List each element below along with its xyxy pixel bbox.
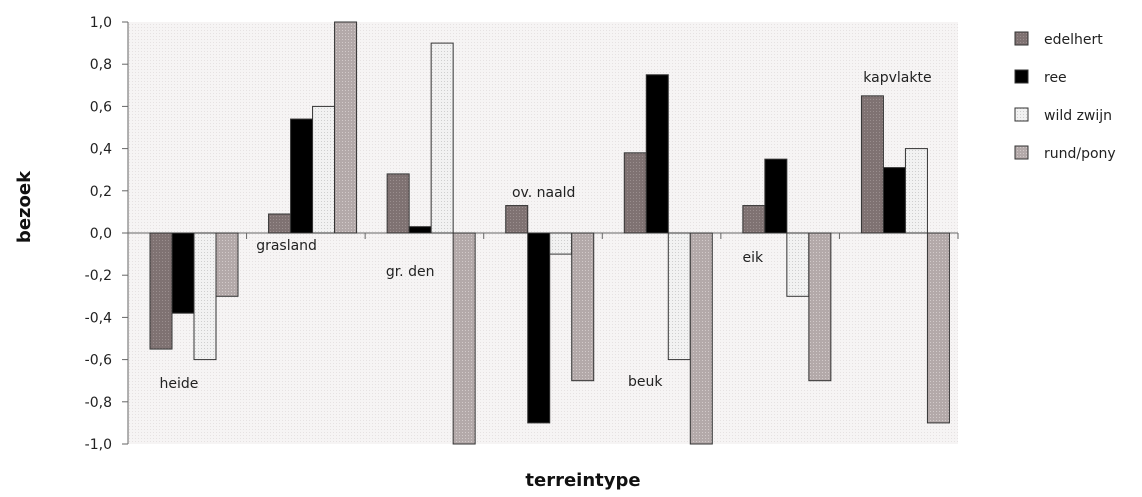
legend-swatch: [1014, 107, 1029, 122]
bar-wild-zwijn-kapvlakte: [904, 148, 928, 234]
bar-ree-kapvlakte: [882, 167, 906, 234]
bar-rund-pony-heide: [215, 232, 239, 297]
x-axis-title: terreintype: [525, 470, 640, 491]
y-tick-label: -0,4: [85, 310, 112, 326]
bar-wild-zwijn-beuk: [667, 232, 691, 361]
y-tick-label: 1,0: [90, 15, 112, 31]
bar-ree-gr-den: [408, 226, 432, 234]
bar-rund-pony-kapvlakte: [926, 232, 950, 424]
legend-swatch: [1014, 69, 1029, 84]
bar-edelhert-grasland: [268, 213, 292, 234]
bar-wild-zwijn-grasland: [312, 105, 336, 234]
y-tick-label: -0,8: [85, 395, 112, 411]
bar-wild-zwijn-ov-naald: [549, 232, 573, 255]
bar-ree-ov-naald: [527, 232, 551, 424]
bar-edelhert-kapvlakte: [860, 95, 884, 234]
bar-edelhert-beuk: [623, 152, 647, 234]
bar-ree-heide: [171, 232, 195, 314]
legend-label: edelhert: [1044, 32, 1103, 48]
bar-wild-zwijn-heide: [193, 232, 217, 361]
y-tick-label: 0,8: [90, 57, 112, 73]
bar-ree-eik: [764, 158, 788, 234]
legend-label: wild zwijn: [1044, 108, 1112, 124]
y-tick-label: -0,2: [85, 268, 112, 284]
bar-wild-zwijn-eik: [786, 232, 810, 297]
y-axis-title: bezoek: [14, 170, 35, 243]
legend-swatch: [1014, 31, 1029, 46]
bar-edelhert-eik: [742, 205, 766, 234]
y-tick-label: 0,6: [90, 99, 112, 115]
bar-rund-pony-grasland: [334, 21, 358, 234]
legend: edelhert ree wild zwijn rund/pony: [1014, 31, 1116, 162]
legend-swatch: [1014, 145, 1029, 160]
category-label-gr-den: gr. den: [386, 264, 435, 280]
bar-ree-grasland: [290, 118, 314, 234]
bar-edelhert-ov-naald: [505, 205, 529, 234]
category-labels: heide grasland gr. den ov. naald beuk eik kapv…: [160, 70, 932, 392]
bar-rund-pony-gr-den: [452, 232, 476, 445]
y-tick-label: 0,4: [90, 142, 112, 158]
bar-rund-pony-eik: [808, 232, 832, 382]
category-label-heide: heide: [160, 376, 199, 392]
bar-ree-beuk: [645, 74, 669, 234]
bar-edelhert-heide: [149, 232, 173, 350]
category-label-eik: eik: [743, 250, 765, 266]
y-tick-label: 0,0: [90, 226, 112, 242]
bar-edelhert-gr-den: [386, 173, 410, 234]
y-tick-label: -1,0: [85, 437, 112, 453]
bars-group: [149, 21, 950, 445]
category-label-beuk: beuk: [628, 374, 663, 390]
category-label-kapvlakte: kapvlakte: [863, 70, 931, 86]
bar-rund-pony-beuk: [689, 232, 713, 445]
category-label-ov-naald: ov. naald: [512, 185, 575, 201]
bar-rund-pony-ov-naald: [571, 232, 595, 382]
legend-label: ree: [1044, 70, 1067, 86]
axes: -1,0 -0,8 -0,6 -0,4 -0,2 0,0 0,2 0,4 0,6 0,8 1,0: [85, 15, 959, 453]
y-tick-label: 0,2: [90, 184, 112, 200]
category-label-grasland: grasland: [256, 238, 317, 254]
y-tick-label: -0,6: [85, 353, 112, 369]
bar-wild-zwijn-gr-den: [430, 42, 454, 234]
legend-label: rund/pony: [1044, 146, 1116, 162]
